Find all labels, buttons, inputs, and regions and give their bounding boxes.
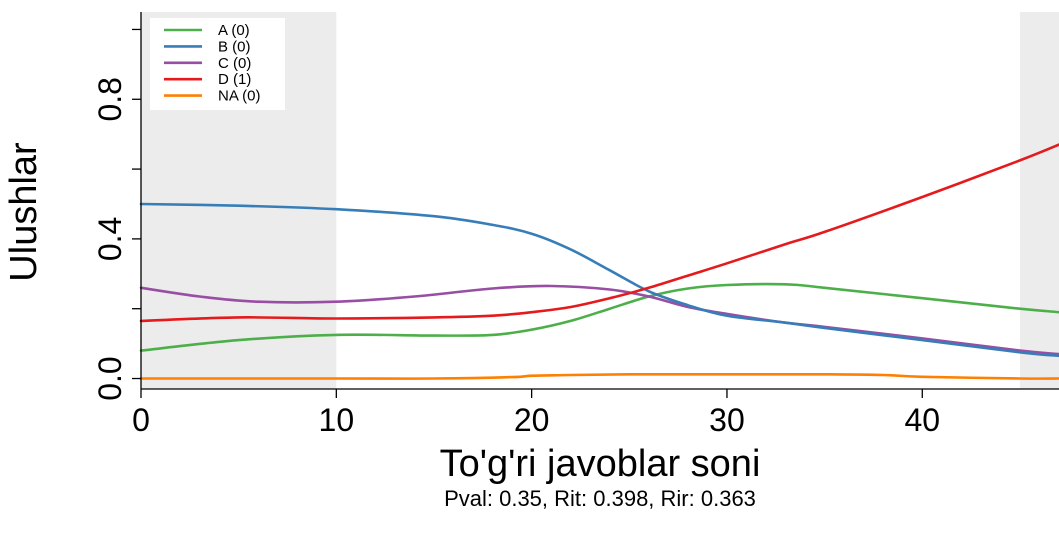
y-axis-title: Ulushlar — [3, 142, 45, 282]
series-line-b — [139, 202, 1059, 358]
shaded-region-1 — [1019, 12, 1059, 389]
x-tick-label: 30 — [709, 402, 745, 438]
series-line-na — [139, 372, 1059, 380]
x-axis-title: To'g'ri javoblar soni — [440, 443, 761, 485]
x-tick-label: 0 — [132, 402, 150, 438]
y-tick-label: 0.4 — [92, 217, 128, 261]
legend-entry: A (0) — [218, 22, 250, 39]
x-tick-label: 20 — [514, 402, 550, 438]
x-tick-label: 40 — [904, 402, 940, 438]
series-lines — [139, 143, 1059, 380]
legend: A (0)B (0)C (0)D (1)NA (0) — [150, 18, 285, 110]
x-tick-label: 10 — [319, 402, 355, 438]
y-tick-label: 0.0 — [92, 356, 128, 400]
legend-entry: D (1) — [218, 71, 251, 88]
ticks: 0 10 20 30 40 0.0 0.4 0.8 — [92, 28, 940, 438]
y-tick-label: 0.8 — [92, 77, 128, 121]
axes — [140, 12, 1059, 390]
chart-subtitle: Pval: 0.35, Rit: 0.398, Rir: 0.363 — [444, 486, 756, 511]
legend-entry: NA (0) — [218, 88, 261, 105]
legend-entry: C (0) — [218, 55, 251, 72]
series-line-a — [139, 282, 1059, 352]
series-line-d — [139, 143, 1059, 323]
legend-entry: B (0) — [218, 38, 251, 55]
